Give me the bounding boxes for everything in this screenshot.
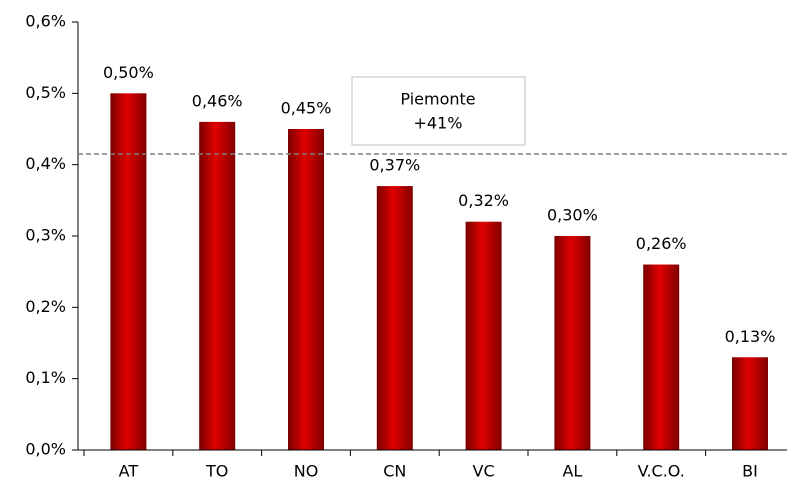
data-label: 0,46% <box>192 91 243 110</box>
annotation: +41% <box>414 114 463 133</box>
bar <box>110 93 147 450</box>
y-tick-label: 0,3% <box>25 226 66 245</box>
x-tick-label: AL <box>562 462 582 481</box>
y-tick-label: 0,2% <box>25 297 66 316</box>
x-tick-label: CN <box>383 462 406 481</box>
x-tick-label: NO <box>294 462 319 481</box>
x-tick-label: TO <box>205 462 228 481</box>
bar <box>465 221 502 450</box>
y-tick-label: 0,0% <box>25 440 66 459</box>
data-label: 0,45% <box>281 99 332 118</box>
data-label: 0,37% <box>369 156 420 175</box>
x-tick-label: V.C.O. <box>638 462 685 481</box>
bar <box>199 121 236 450</box>
x-tick-label: AT <box>119 462 139 481</box>
data-label: 0,32% <box>458 191 509 210</box>
bar <box>732 357 768 450</box>
data-label: 0,50% <box>103 63 154 82</box>
annotation-box <box>351 76 526 146</box>
x-tick-label: BI <box>742 462 758 481</box>
bar <box>288 129 324 450</box>
x-tick-label: VC <box>473 462 495 481</box>
bar <box>376 186 413 451</box>
y-tick-label: 0,5% <box>25 83 66 102</box>
bar <box>554 236 591 450</box>
y-tick-label: 0,6% <box>25 12 66 31</box>
y-tick-label: 0,1% <box>25 368 66 387</box>
data-label: 0,13% <box>725 327 776 346</box>
bar <box>643 264 680 450</box>
data-label: 0,26% <box>636 234 687 253</box>
y-tick-label: 0,4% <box>25 154 66 173</box>
annotation: Piemonte <box>400 90 475 109</box>
data-label: 0,30% <box>547 206 598 225</box>
